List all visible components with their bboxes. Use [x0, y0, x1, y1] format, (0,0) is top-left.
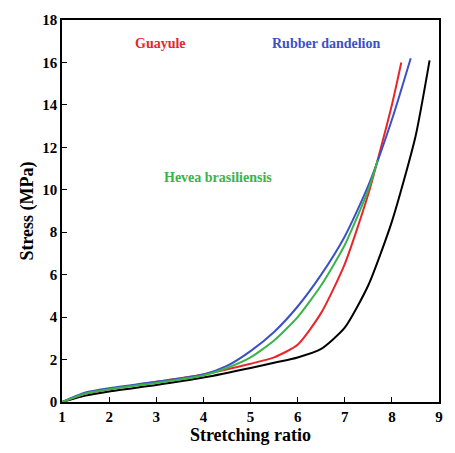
- svg-text:12: 12: [42, 140, 57, 156]
- svg-text:7: 7: [341, 409, 349, 425]
- svg-text:2: 2: [105, 409, 113, 425]
- svg-text:8: 8: [50, 224, 58, 240]
- svg-text:6: 6: [294, 409, 302, 425]
- svg-text:4: 4: [50, 309, 58, 325]
- svg-text:16: 16: [42, 55, 58, 71]
- svg-text:1: 1: [58, 409, 66, 425]
- svg-text:Rubber dandelion: Rubber dandelion: [272, 36, 380, 51]
- svg-text:Stretching ratio: Stretching ratio: [190, 425, 311, 445]
- svg-text:10: 10: [42, 182, 57, 198]
- svg-text:2: 2: [50, 352, 58, 368]
- svg-text:6: 6: [50, 267, 58, 283]
- svg-text:5: 5: [247, 409, 255, 425]
- svg-text:0: 0: [50, 394, 58, 410]
- svg-text:Hevea brasiliensis: Hevea brasiliensis: [164, 170, 272, 185]
- svg-text:9: 9: [435, 409, 443, 425]
- svg-text:18: 18: [42, 12, 57, 28]
- svg-text:8: 8: [388, 409, 396, 425]
- svg-text:14: 14: [42, 97, 58, 113]
- svg-text:4: 4: [200, 409, 208, 425]
- svg-text:Guayule: Guayule: [135, 36, 186, 51]
- svg-text:Stress (MPa): Stress (MPa): [17, 161, 38, 260]
- svg-text:3: 3: [153, 409, 161, 425]
